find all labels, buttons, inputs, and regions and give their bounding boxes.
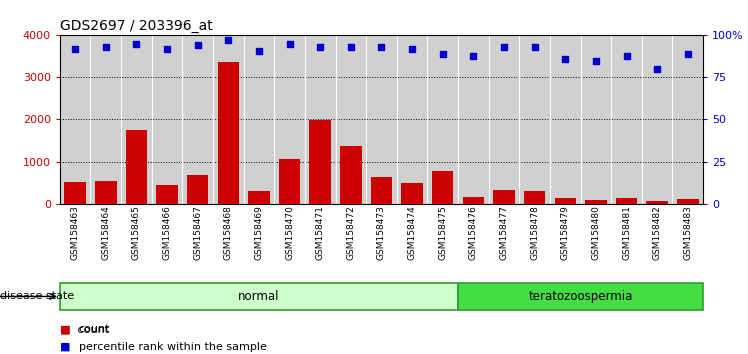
Bar <box>585 200 607 204</box>
Point <box>560 56 571 62</box>
Bar <box>402 183 423 204</box>
Point <box>590 58 602 63</box>
Text: teratozoospermia: teratozoospermia <box>528 290 633 303</box>
Text: percentile rank within the sample: percentile rank within the sample <box>79 342 266 352</box>
Bar <box>60 283 458 310</box>
Point <box>130 41 142 47</box>
Point <box>222 38 234 43</box>
Point <box>468 53 479 58</box>
Bar <box>432 171 453 204</box>
Bar <box>279 159 300 204</box>
Bar <box>64 182 86 204</box>
Point <box>437 51 449 57</box>
Bar <box>126 130 147 204</box>
Text: ■: ■ <box>60 342 70 352</box>
Bar <box>156 185 178 204</box>
Point <box>191 42 203 48</box>
Bar <box>218 62 239 204</box>
Point <box>161 46 173 52</box>
Point <box>652 66 663 72</box>
Point <box>498 44 510 50</box>
Bar <box>463 197 484 204</box>
Text: GDS2697 / 203396_at: GDS2697 / 203396_at <box>60 19 212 33</box>
Point <box>283 41 295 47</box>
Bar <box>310 120 331 204</box>
Bar <box>677 199 699 204</box>
Point <box>314 44 326 50</box>
Point <box>253 48 265 53</box>
Point <box>406 46 418 52</box>
Bar <box>371 177 392 204</box>
Point <box>345 44 357 50</box>
Bar <box>95 181 117 204</box>
Bar <box>554 198 576 204</box>
Text: ■: ■ <box>60 324 70 334</box>
Bar <box>458 283 703 310</box>
Point <box>69 46 81 52</box>
Bar <box>524 190 545 204</box>
Point <box>99 44 111 50</box>
Point <box>621 53 633 58</box>
Bar <box>187 175 209 204</box>
Bar <box>616 198 637 204</box>
Bar <box>493 190 515 204</box>
Text: count: count <box>79 324 110 334</box>
Text: normal: normal <box>238 290 280 303</box>
Text: disease state: disease state <box>0 291 74 302</box>
Bar <box>248 190 270 204</box>
Bar <box>340 146 361 204</box>
Text: ■  count: ■ count <box>60 324 109 334</box>
Point <box>682 51 694 57</box>
Bar <box>646 201 668 204</box>
Point <box>375 44 387 50</box>
Point <box>529 44 541 50</box>
